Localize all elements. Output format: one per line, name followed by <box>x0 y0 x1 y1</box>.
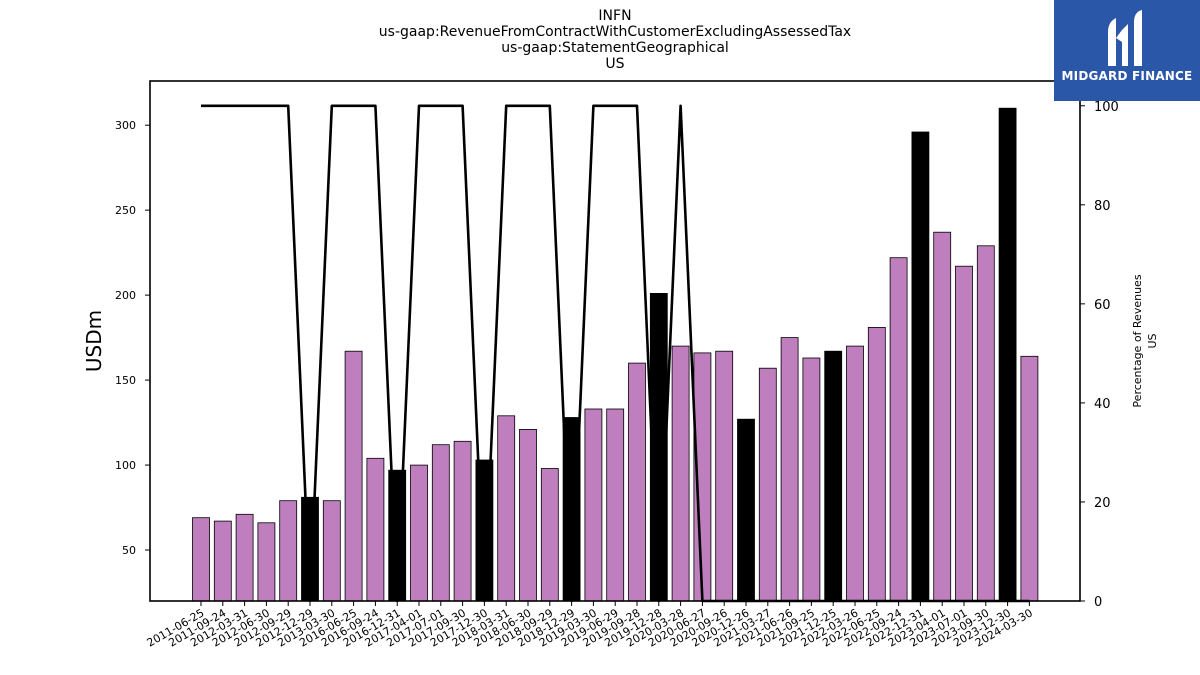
bar-2018-03-31 <box>497 415 516 602</box>
bar-2023-07-01 <box>955 265 973 602</box>
y-tick-label-300: 300 <box>115 119 136 132</box>
y2-axis-label-line1: Percentage of Revenues <box>1131 274 1144 407</box>
brand-logo: MIDGARD FINANCE <box>1054 0 1200 101</box>
bar-2020-03-28 <box>671 345 690 602</box>
y-tick-label-250: 250 <box>115 204 136 217</box>
bar-2022-03-26 <box>846 345 864 602</box>
y-tick-label-100: 100 <box>115 459 136 472</box>
y2-tick-label-60: 60 <box>1094 298 1111 313</box>
y2-tick-label-0: 0 <box>1094 595 1102 610</box>
y-tick-label-150: 150 <box>115 374 136 387</box>
chart-title-concept: us-gaap:RevenueFromContractWithCustomerE… <box>378 24 852 40</box>
bar-2013-03-30 <box>322 500 341 602</box>
bar-2016-09-24 <box>366 457 385 602</box>
chart-title-ticker: INFN <box>598 8 632 24</box>
y-tick-label-200: 200 <box>115 289 136 302</box>
bar-2021-03-27 <box>758 367 777 602</box>
bar-2019-09-28 <box>628 362 646 602</box>
bar-2016-06-25 <box>344 350 363 602</box>
axes-layer: 501001502002503000204060801002011-06-252… <box>82 100 1159 650</box>
bar-2022-06-25 <box>867 326 886 602</box>
y2-tick-label-100: 100 <box>1094 100 1119 115</box>
y2-tick-label-20: 20 <box>1094 496 1111 511</box>
bar-2023-09-30 <box>976 245 995 602</box>
bar-2017-09-30 <box>453 440 472 602</box>
bar-2018-09-29 <box>540 468 559 602</box>
y-axis-label: USDm <box>82 310 106 372</box>
bar-2012-09-29 <box>279 500 298 602</box>
bar-2022-12-31 <box>911 131 930 602</box>
bar-2011-06-25 <box>192 517 210 602</box>
chart-title-member: US <box>605 56 625 72</box>
bar-2012-03-31 <box>235 513 254 602</box>
y-tick-label-50: 50 <box>122 544 136 557</box>
chart-title-axis: us-gaap:StatementGeographical <box>501 40 729 56</box>
y2-tick-label-40: 40 <box>1094 397 1111 412</box>
bar-2021-09-25 <box>802 357 821 602</box>
bar-2019-03-30 <box>584 408 603 602</box>
bar-2021-12-25 <box>824 350 843 602</box>
bar-2023-04-01 <box>933 231 952 602</box>
bar-2017-04-01 <box>410 464 428 602</box>
logo-mark-icon <box>1108 10 1142 66</box>
y2-tick-label-80: 80 <box>1094 199 1111 214</box>
bar-2019-06-29 <box>606 408 625 602</box>
bars-layer <box>192 107 1039 602</box>
bar-2020-12-26 <box>737 418 755 602</box>
bar-2022-09-24 <box>889 257 908 602</box>
bar-2023-12-30 <box>998 107 1017 602</box>
bar-2011-09-24 <box>213 520 232 602</box>
bar-2018-06-30 <box>519 428 537 602</box>
bar-2021-06-26 <box>780 337 799 602</box>
bar-2024-03-30 <box>1020 355 1039 602</box>
bar-2012-06-30 <box>257 522 276 602</box>
bar-2020-09-26 <box>715 350 734 602</box>
logo-text: MIDGARD FINANCE <box>1061 69 1193 83</box>
y2-axis-label-line2: US <box>1146 333 1159 348</box>
bar-2017-07-01 <box>431 444 450 602</box>
